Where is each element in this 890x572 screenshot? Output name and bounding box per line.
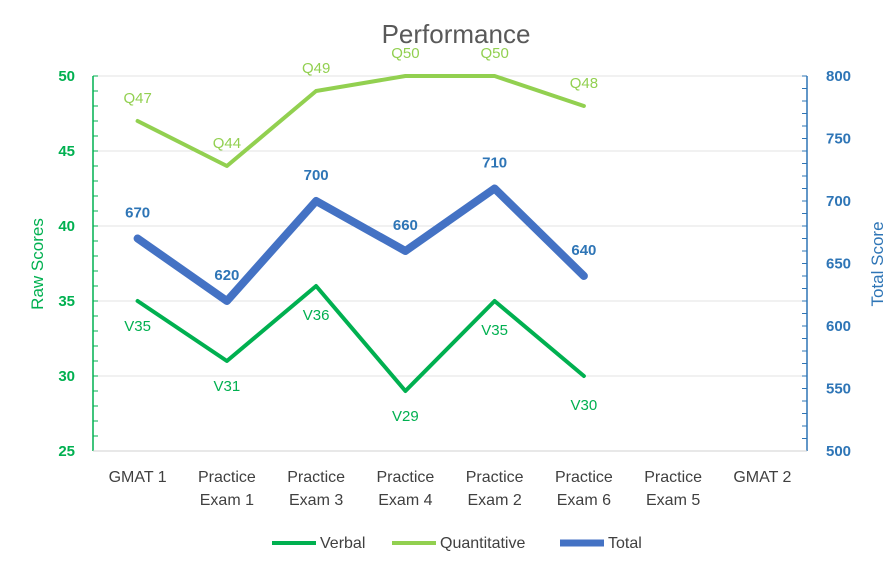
data-label-total: 700 <box>304 167 329 184</box>
right-axis-tick-label: 800 <box>826 68 851 85</box>
right-axis-title: Total Score <box>868 221 887 306</box>
left-axis-tick-label: 50 <box>58 68 75 85</box>
category-label-line: Exam 4 <box>378 492 432 509</box>
data-label-total: 620 <box>214 267 239 284</box>
left-axis-title: Raw Scores <box>28 218 47 310</box>
category-label: Practice Exam 2 <box>466 469 524 509</box>
right-axis-tick-label: 550 <box>826 381 851 398</box>
legend: Verbal Quantitative Total <box>272 535 642 552</box>
right-axis-tick-label: 750 <box>826 131 851 148</box>
left-axis-tick-label: 25 <box>58 443 75 460</box>
right-axis-tick-label: 600 <box>826 318 851 335</box>
series-line-total <box>133 184 588 305</box>
series-line-verbal <box>135 284 586 393</box>
chart-title: Performance <box>382 19 531 49</box>
data-label-verbal: V35 <box>124 318 151 335</box>
data-label-quantitative: Q44 <box>213 135 241 152</box>
axes: 25 30 35 40 45 50 500 550 600 650 700 750 800 Raw Sco… <box>28 68 887 509</box>
category-label: Practice Exam 3 <box>287 469 345 509</box>
data-label-verbal: V30 <box>571 397 598 414</box>
legend-label-verbal: Verbal <box>320 535 365 552</box>
category-label-line: Practice <box>376 469 434 486</box>
category-label-line: Exam 2 <box>468 492 522 509</box>
data-label-quantitative: Q50 <box>391 45 419 62</box>
category-label-line: Exam 6 <box>557 492 611 509</box>
category-label: Practice Exam 4 <box>376 469 434 509</box>
data-label-total: 710 <box>482 155 507 172</box>
category-label-line: Exam 3 <box>289 492 343 509</box>
data-label-verbal: V36 <box>303 307 330 324</box>
series-layer <box>133 74 588 393</box>
category-label-line: Practice <box>555 469 613 486</box>
data-label-verbal: V29 <box>392 408 419 425</box>
category-label: Practice Exam 6 <box>555 469 613 509</box>
category-label-line: Practice <box>466 469 524 486</box>
left-axis-tick-label: 45 <box>58 143 75 160</box>
data-label-quantitative: Q49 <box>302 60 330 77</box>
data-labels: V35 V31 V36 V29 V35 V30 Q47 Q44 Q49 Q50 Q50 Q48 670 6… <box>123 45 598 425</box>
data-label-total: 660 <box>393 217 418 234</box>
legend-label-total: Total <box>608 535 642 552</box>
left-axis-tick-label: 30 <box>58 368 75 385</box>
gridlines <box>93 75 807 377</box>
data-label-quantitative: Q50 <box>480 45 508 62</box>
data-label-total: 640 <box>571 242 596 259</box>
category-label: Practice Exam 5 <box>644 469 702 509</box>
right-axis-tick-label: 700 <box>826 193 851 210</box>
data-label-quantitative: Q47 <box>123 90 151 107</box>
data-label-total: 670 <box>125 205 150 222</box>
left-axis-tick-label: 35 <box>58 293 75 310</box>
category-label-line: Practice <box>287 469 345 486</box>
category-label: Practice Exam 1 <box>198 469 256 509</box>
right-axis-tick-label: 650 <box>826 256 851 273</box>
category-label-line: Practice <box>644 469 702 486</box>
category-label-line: Exam 1 <box>200 492 254 509</box>
category-label: GMAT 1 <box>109 469 167 486</box>
left-axis-tick-label: 40 <box>58 218 75 235</box>
data-label-verbal: V31 <box>214 378 241 395</box>
data-label-quantitative: Q48 <box>570 75 598 92</box>
series-line-quantitative <box>135 74 586 168</box>
legend-label-quantitative: Quantitative <box>440 535 525 552</box>
right-axis-tick-label: 500 <box>826 443 851 460</box>
category-label-line: GMAT 2 <box>733 469 791 486</box>
category-label-line: GMAT 1 <box>109 469 167 486</box>
data-label-verbal: V35 <box>481 322 508 339</box>
category-label-line: Exam 5 <box>646 492 700 509</box>
category-label-line: Practice <box>198 469 256 486</box>
category-label: GMAT 2 <box>733 469 791 486</box>
